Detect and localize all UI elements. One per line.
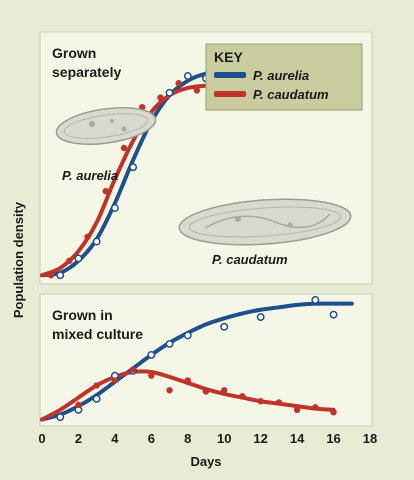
key-label-aurelia: P. aurelia: [253, 68, 309, 83]
mixed-aurelia-point-5: [147, 350, 156, 359]
mixed-caudatum-point-0: [75, 401, 82, 409]
mixed-aurelia-point-7: [183, 331, 192, 340]
separate-caudatum-point-8: [193, 87, 201, 94]
x-tick-label-16: 16: [326, 431, 340, 446]
mixed-caudatum-point-14: [330, 409, 337, 416]
panel-mixed-title-line1: Grown in: [52, 307, 113, 323]
x-tick-label-4: 4: [111, 431, 119, 446]
mixed-aurelia-point-0: [56, 413, 65, 422]
mixed-caudatum-point-1: [93, 382, 100, 389]
mixed-caudatum-point-11: [275, 399, 283, 406]
mixed-aurelia-point-2: [92, 394, 101, 403]
mixed-caudatum-point-6: [184, 377, 191, 384]
x-tick-label-2: 2: [75, 431, 82, 446]
x-tick-label-10: 10: [217, 431, 231, 446]
key-label-caudatum: P. caudatum: [253, 87, 329, 102]
key-swatch-aurelia: [214, 72, 246, 78]
separate-aurelia-point-4: [129, 163, 138, 172]
x-axis-title: Days: [190, 454, 221, 469]
separate-aurelia-point-0: [56, 271, 65, 280]
y-axis-title: Population density: [11, 201, 26, 318]
x-tick-label-8: 8: [184, 431, 191, 446]
separate-aurelia-point-6: [165, 88, 174, 97]
mixed-caudatum-point-13: [312, 404, 319, 411]
mixed-caudatum-point-5: [166, 387, 173, 394]
mixed-caudatum-point-7: [202, 388, 210, 395]
mixed-caudatum-point-2: [111, 377, 119, 384]
separate-caudatum-point-7: [175, 80, 182, 87]
panel-mixed-title-line2: mixed culture: [52, 326, 143, 342]
x-tick-label-0: 0: [38, 431, 45, 446]
separate-aurelia-point-3: [110, 204, 119, 212]
separate-aurelia-point-1: [74, 254, 83, 263]
paramecium-caudatum-illustration: [178, 198, 352, 246]
key-swatch-caudatum: [214, 91, 246, 97]
mixed-caudatum-point-10: [257, 398, 264, 405]
mixed-aurelia-point-10: [311, 296, 320, 304]
key-title: KEY: [214, 49, 243, 65]
mixed-aurelia-point-8: [220, 322, 229, 331]
mixed-caudatum-point-12: [293, 406, 301, 413]
separate-caudatum-point-3: [102, 188, 109, 195]
label-p-caudatum: P. caudatum: [212, 252, 288, 267]
panel-mixed-points: [56, 296, 338, 422]
mixed-aurelia-point-9: [256, 313, 265, 322]
separate-caudatum-point-6: [157, 94, 164, 101]
separate-caudatum-point-2: [84, 233, 91, 240]
separate-caudatum-point-4: [120, 144, 128, 152]
paramecium-aurelia-illustration: [55, 107, 157, 145]
separate-caudatum-point-0: [47, 272, 55, 279]
separate-aurelia-point-7: [183, 72, 192, 80]
mixed-aurelia-point-6: [165, 339, 174, 348]
separate-aurelia-point-2: [92, 237, 101, 246]
panel-separate-title-line1: Grown: [52, 45, 96, 61]
label-p-aurelia: P. aurelia: [62, 168, 118, 183]
mixed-caudatum-point-3: [129, 366, 137, 373]
x-axis-tick-labels: 0 2 4 6 8 10 12 14 16 18: [38, 431, 377, 446]
panel-separate-title-line2: separately: [52, 64, 121, 80]
chart-key: KEY P. aurelia P. caudatum: [205, 43, 363, 111]
mixed-caudatum-point-8: [221, 387, 228, 394]
x-tick-label-6: 6: [148, 431, 155, 446]
mixed-caudatum-point-9: [239, 393, 246, 400]
separate-caudatum-point-1: [66, 257, 73, 264]
x-tick-label-14: 14: [290, 431, 305, 446]
x-tick-label-12: 12: [253, 431, 267, 446]
x-tick-label-18: 18: [363, 431, 377, 446]
mixed-caudatum-point-4: [148, 372, 155, 379]
mixed-aurelia-point-11: [329, 310, 338, 319]
panel-mixed-background: [39, 293, 373, 427]
